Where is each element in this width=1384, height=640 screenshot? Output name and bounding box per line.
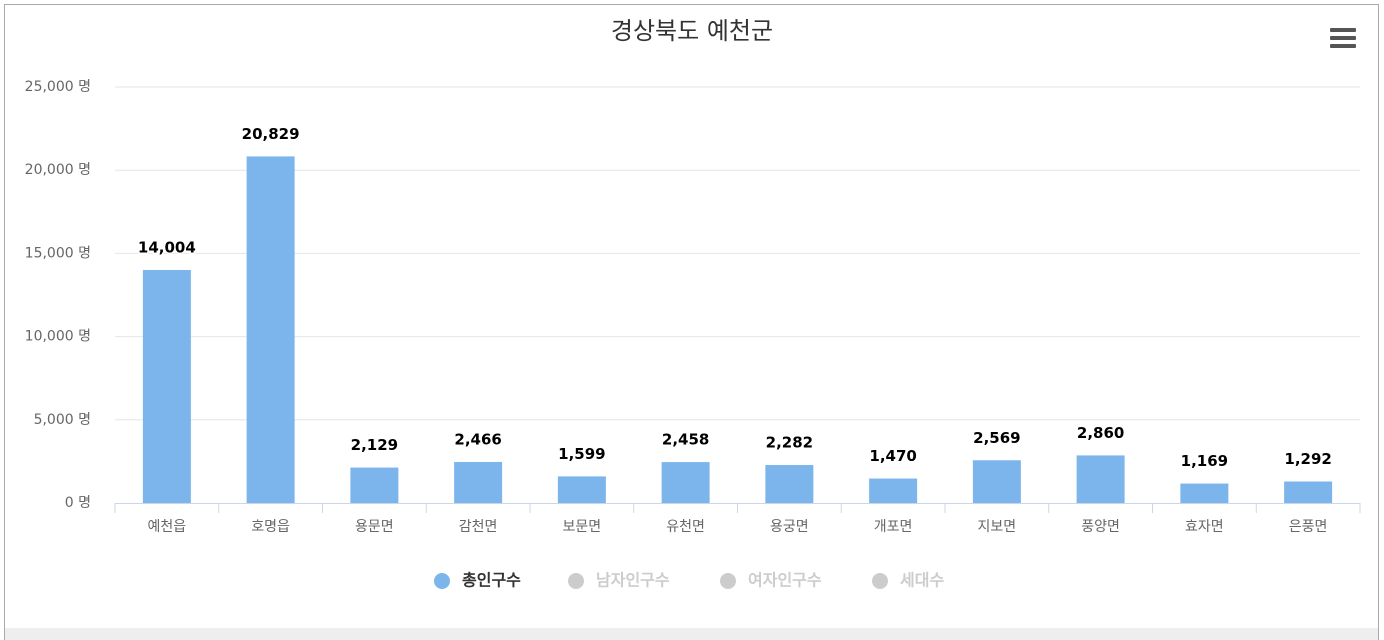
x-tick-label: 풍양면 [1081, 519, 1120, 535]
x-tick-label: 용궁면 [770, 519, 809, 535]
legend-label[interactable]: 남자인구수 [596, 571, 670, 590]
menu-button[interactable] [1330, 28, 1356, 48]
x-tick-label: 보문면 [563, 519, 602, 535]
bar [142, 269, 191, 503]
bar [765, 465, 814, 503]
bar [1284, 481, 1333, 503]
data-label: 2,458 [662, 431, 709, 449]
data-label: 14,004 [138, 238, 196, 256]
data-label: 2,466 [454, 430, 501, 448]
y-tick-label: 25,000 명 [25, 79, 91, 95]
bar [246, 156, 295, 503]
chart-border [4, 4, 1379, 640]
x-tick-label: 유천면 [666, 519, 705, 535]
x-tick-label: 효자면 [1185, 519, 1224, 535]
x-tick-label: 예천읍 [148, 519, 187, 535]
y-tick-label: 5,000 명 [34, 412, 91, 428]
legend-label[interactable]: 여자인구수 [748, 571, 822, 590]
bar [972, 460, 1021, 503]
x-tick-label: 지보면 [978, 519, 1017, 535]
x-tick-label: 호명읍 [251, 519, 290, 535]
data-label: 20,829 [242, 125, 300, 143]
bar [350, 467, 399, 503]
x-tick-label: 용문면 [355, 519, 394, 535]
data-label: 1,292 [1284, 450, 1331, 468]
x-tick-label: 개포면 [874, 519, 913, 535]
y-tick-label: 10,000 명 [25, 329, 91, 345]
menu-bar[interactable] [1330, 36, 1356, 40]
data-label: 2,569 [973, 429, 1020, 447]
y-tick-label: 20,000 명 [25, 162, 91, 178]
chart-title: 경상북도 예천군 [611, 17, 773, 45]
menu-bar[interactable] [1330, 28, 1356, 32]
bar [454, 461, 503, 503]
data-label: 1,169 [1181, 452, 1228, 470]
x-tick-label: 감천면 [459, 519, 498, 535]
data-label: 1,599 [558, 445, 605, 463]
bar [1180, 483, 1229, 503]
bar [661, 462, 710, 503]
legend-symbol[interactable] [434, 573, 450, 589]
y-tick-label: 0 명 [65, 495, 91, 511]
legend-symbol[interactable] [720, 573, 736, 589]
legend-label[interactable]: 총인구수 [462, 571, 521, 590]
menu-bar[interactable] [1330, 44, 1356, 48]
bar [557, 476, 606, 503]
scrollbar [5, 628, 1378, 640]
data-label: 2,129 [351, 436, 398, 454]
x-tick-label: 은풍면 [1289, 519, 1328, 535]
y-tick-label: 15,000 명 [25, 245, 91, 261]
data-label: 2,860 [1077, 424, 1124, 442]
data-label: 2,282 [766, 434, 813, 452]
legend-label[interactable]: 세대수 [900, 571, 944, 590]
legend-symbol[interactable] [568, 573, 584, 589]
data-label: 1,470 [869, 447, 916, 465]
bar [1076, 455, 1125, 503]
bar [869, 478, 918, 503]
legend-symbol[interactable] [872, 573, 888, 589]
